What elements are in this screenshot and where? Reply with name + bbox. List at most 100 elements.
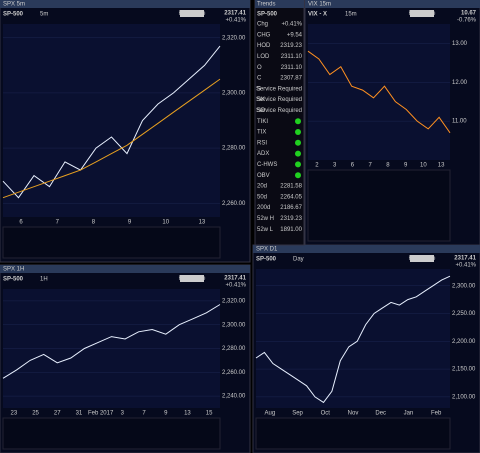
y-tick-label: 2,300.00 [452,283,476,289]
real-time-button[interactable] [180,10,204,17]
plot-area [3,24,220,217]
last-price: 2317.41 [224,11,246,17]
real-time-button[interactable] [410,10,434,17]
row-label: ADX [257,151,269,157]
y-tick-label: 2,100.00 [452,394,476,400]
x-tick-label: Jan [404,411,414,417]
y-tick-label: 2,260.00 [222,370,246,376]
row-value: +9.54 [287,32,303,38]
row-value: Service Required [256,108,302,114]
panel-title: VIX 15m [308,2,331,8]
y-tick-label: 2,300.00 [222,322,246,328]
x-tick-label: Sep [292,411,303,417]
real-time-label[interactable]: Real Time [178,276,206,282]
y-tick-label: 2,320.00 [222,35,246,41]
x-tick-label: 7 [368,163,372,169]
row-label: O [257,65,262,71]
row-label: S [257,86,261,92]
indicator-pane [255,417,451,450]
panel-title: SPX 5m [3,2,25,8]
title-bar [305,0,480,8]
row-label: OBV [257,173,270,179]
title-bar [255,0,304,8]
change: +0.41% [225,283,246,289]
row-label: 50d [257,194,267,200]
row-label: LOD [257,54,270,60]
change: +0.41% [225,18,246,24]
price-line [2,78,221,199]
row-value: 2319.23 [280,216,302,222]
price-line [255,275,451,404]
real-time-button[interactable] [410,255,434,262]
row-value: 2319.23 [280,43,302,49]
row-value: Service Required [256,97,302,103]
y-tick-label: 13.00 [452,41,468,47]
row-value: 2307.87 [280,76,302,82]
status-dot [295,139,301,146]
plot-area [256,269,450,408]
trends-symbol: SP-500 [257,12,278,18]
indicator-pane [2,417,221,450]
price-line [307,50,451,134]
title-bar [0,265,250,273]
row-label: TIKI [257,119,268,125]
real-time-button[interactable] [180,275,204,282]
x-tick-label: 10 [420,163,427,169]
row-label: TIX [257,130,266,136]
x-tick-label: Oct [321,411,331,417]
change: +0.41% [455,263,476,269]
x-tick-label: 8 [386,163,390,169]
real-time-label[interactable]: Real Time [408,256,436,262]
x-tick-label: 15 [206,411,213,417]
x-tick-label: Feb 2017 [88,411,114,417]
indicator-pane [2,226,221,259]
last-price: 2317.41 [454,256,476,262]
row-value: 1891.00 [280,227,302,233]
status-dot [295,118,301,125]
price-line [2,45,221,199]
x-tick-label: 8 [92,220,96,226]
title-bar [0,0,250,8]
interval: 5m [40,12,48,18]
row-value: +0.41% [281,22,302,28]
x-tick-label: 13 [199,220,206,226]
panel-title: SPX D1 [256,247,278,253]
y-tick-label: 11.00 [452,119,467,125]
row-label: Chg [257,22,268,28]
y-tick-label: 2,250.00 [452,311,476,317]
x-tick-label: Dec [375,411,386,417]
status-dot [295,172,301,179]
y-tick-label: 2,280.00 [222,346,246,352]
x-tick-label: 25 [32,411,39,417]
status-dot [295,161,301,168]
row-label: 52w H [257,216,274,222]
last-price: 10.67 [461,11,477,17]
real-time-label[interactable]: Real Time [178,11,206,17]
row-label: RSI [257,140,267,146]
status-dot [295,129,301,135]
y-tick-label: 2,240.00 [222,394,246,400]
x-tick-label: 27 [54,411,61,417]
interval: 15m [345,12,357,18]
trends-title: Trends [257,2,275,8]
row-label: 200d [257,205,270,211]
x-tick-label: Feb [431,411,442,417]
real-time-label[interactable]: Real Time [408,11,436,17]
x-tick-label: 9 [164,411,168,417]
y-tick-label: 2,200.00 [452,339,476,345]
row-label: CHG [257,32,271,38]
x-tick-label: 13 [438,163,445,169]
row-label: 52w L [257,227,274,233]
row-value: 2281.58 [280,184,302,190]
row-value: 2264.05 [280,194,302,200]
y-tick-label: 2,300.00 [222,91,246,97]
symbol: VIX - X [308,12,327,18]
indicator-pane [307,169,451,242]
symbol: SP-500 [3,12,24,18]
y-tick-label: 2,280.00 [222,146,246,152]
row-label: SD [257,108,266,114]
status-dot [295,150,301,157]
change: -0.76% [457,18,477,24]
x-tick-label: 10 [162,220,169,226]
